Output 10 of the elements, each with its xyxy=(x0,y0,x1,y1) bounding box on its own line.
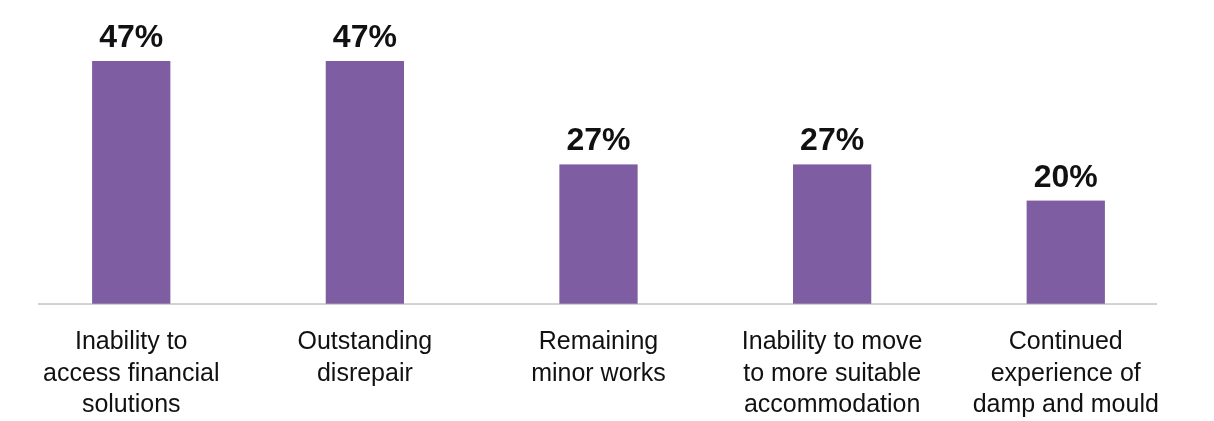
x-tick-label: Remaining minor works xyxy=(531,326,666,386)
data-label: 47% xyxy=(99,18,164,54)
data-label: 47% xyxy=(332,18,397,54)
x-tick-label: Outstanding disrepair xyxy=(297,326,433,386)
data-label: 20% xyxy=(1033,157,1098,194)
x-tick-label: Inability to move to more suitable accommodation xyxy=(741,326,923,417)
data-label: 27% xyxy=(800,121,865,158)
x-tick-label: Continued experience of damp and mould xyxy=(972,326,1159,417)
data-label: 27% xyxy=(566,121,631,158)
x-tick-label: Inability to access financial solutions xyxy=(42,326,220,417)
